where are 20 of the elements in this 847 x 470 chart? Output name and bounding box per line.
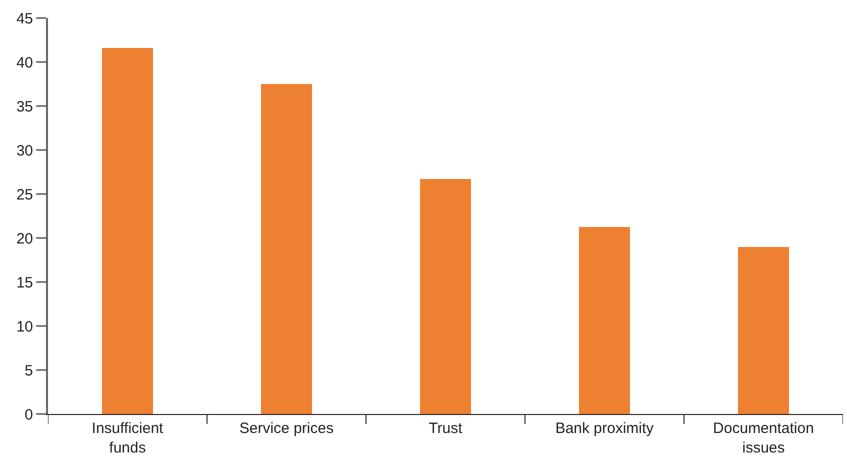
y-tick-label: 5 <box>24 362 33 380</box>
x-tick-label: Documentation issues <box>713 420 814 456</box>
y-tick-label: 20 <box>16 230 33 248</box>
x-tick-label: Trust <box>428 420 464 437</box>
y-tick-label: 30 <box>16 142 33 160</box>
x-tick-label: Bank proximity <box>555 420 654 437</box>
bar <box>261 84 312 414</box>
y-tick-label: 10 <box>16 318 33 336</box>
x-tick-label: Insufficient funds <box>92 420 164 456</box>
y-tick-label: 40 <box>16 54 33 72</box>
y-tick-label: 35 <box>16 98 33 116</box>
bar <box>738 247 789 414</box>
y-tick-label: 25 <box>16 186 33 204</box>
y-tick-label: 15 <box>16 274 33 292</box>
bar <box>579 227 630 414</box>
y-tick-label: 0 <box>24 406 33 424</box>
bar <box>102 48 153 414</box>
y-tick-label: 45 <box>16 10 33 28</box>
x-tick-label: Service prices <box>239 420 334 437</box>
bar <box>420 179 471 414</box>
